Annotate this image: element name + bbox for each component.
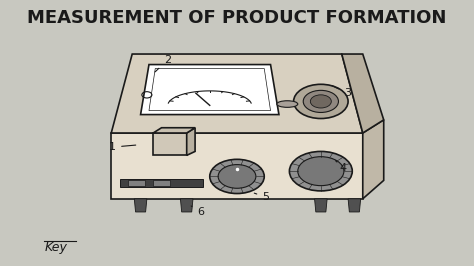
Polygon shape <box>187 128 195 155</box>
Polygon shape <box>119 179 203 187</box>
Circle shape <box>218 165 256 188</box>
Polygon shape <box>363 120 384 199</box>
Text: 2: 2 <box>155 55 171 72</box>
Circle shape <box>293 84 348 119</box>
Polygon shape <box>141 65 279 115</box>
Circle shape <box>298 157 344 186</box>
Text: Key: Key <box>44 241 67 254</box>
Polygon shape <box>111 133 363 199</box>
Ellipse shape <box>277 101 298 107</box>
Text: 6: 6 <box>191 206 204 217</box>
Circle shape <box>310 95 331 108</box>
Polygon shape <box>153 180 170 186</box>
Text: 5: 5 <box>254 192 269 202</box>
Text: 1: 1 <box>109 142 136 152</box>
Polygon shape <box>153 133 187 155</box>
Circle shape <box>290 151 352 191</box>
Circle shape <box>210 159 264 194</box>
Polygon shape <box>181 199 193 212</box>
Polygon shape <box>342 54 384 133</box>
Polygon shape <box>348 199 361 212</box>
Circle shape <box>303 90 338 113</box>
Text: 4: 4 <box>336 161 347 173</box>
Text: 3: 3 <box>332 86 351 98</box>
Polygon shape <box>111 54 363 133</box>
Polygon shape <box>128 180 145 186</box>
Text: MEASUREMENT OF PRODUCT FORMATION: MEASUREMENT OF PRODUCT FORMATION <box>27 9 447 27</box>
Polygon shape <box>153 128 195 133</box>
Polygon shape <box>315 199 327 212</box>
Polygon shape <box>134 199 147 212</box>
